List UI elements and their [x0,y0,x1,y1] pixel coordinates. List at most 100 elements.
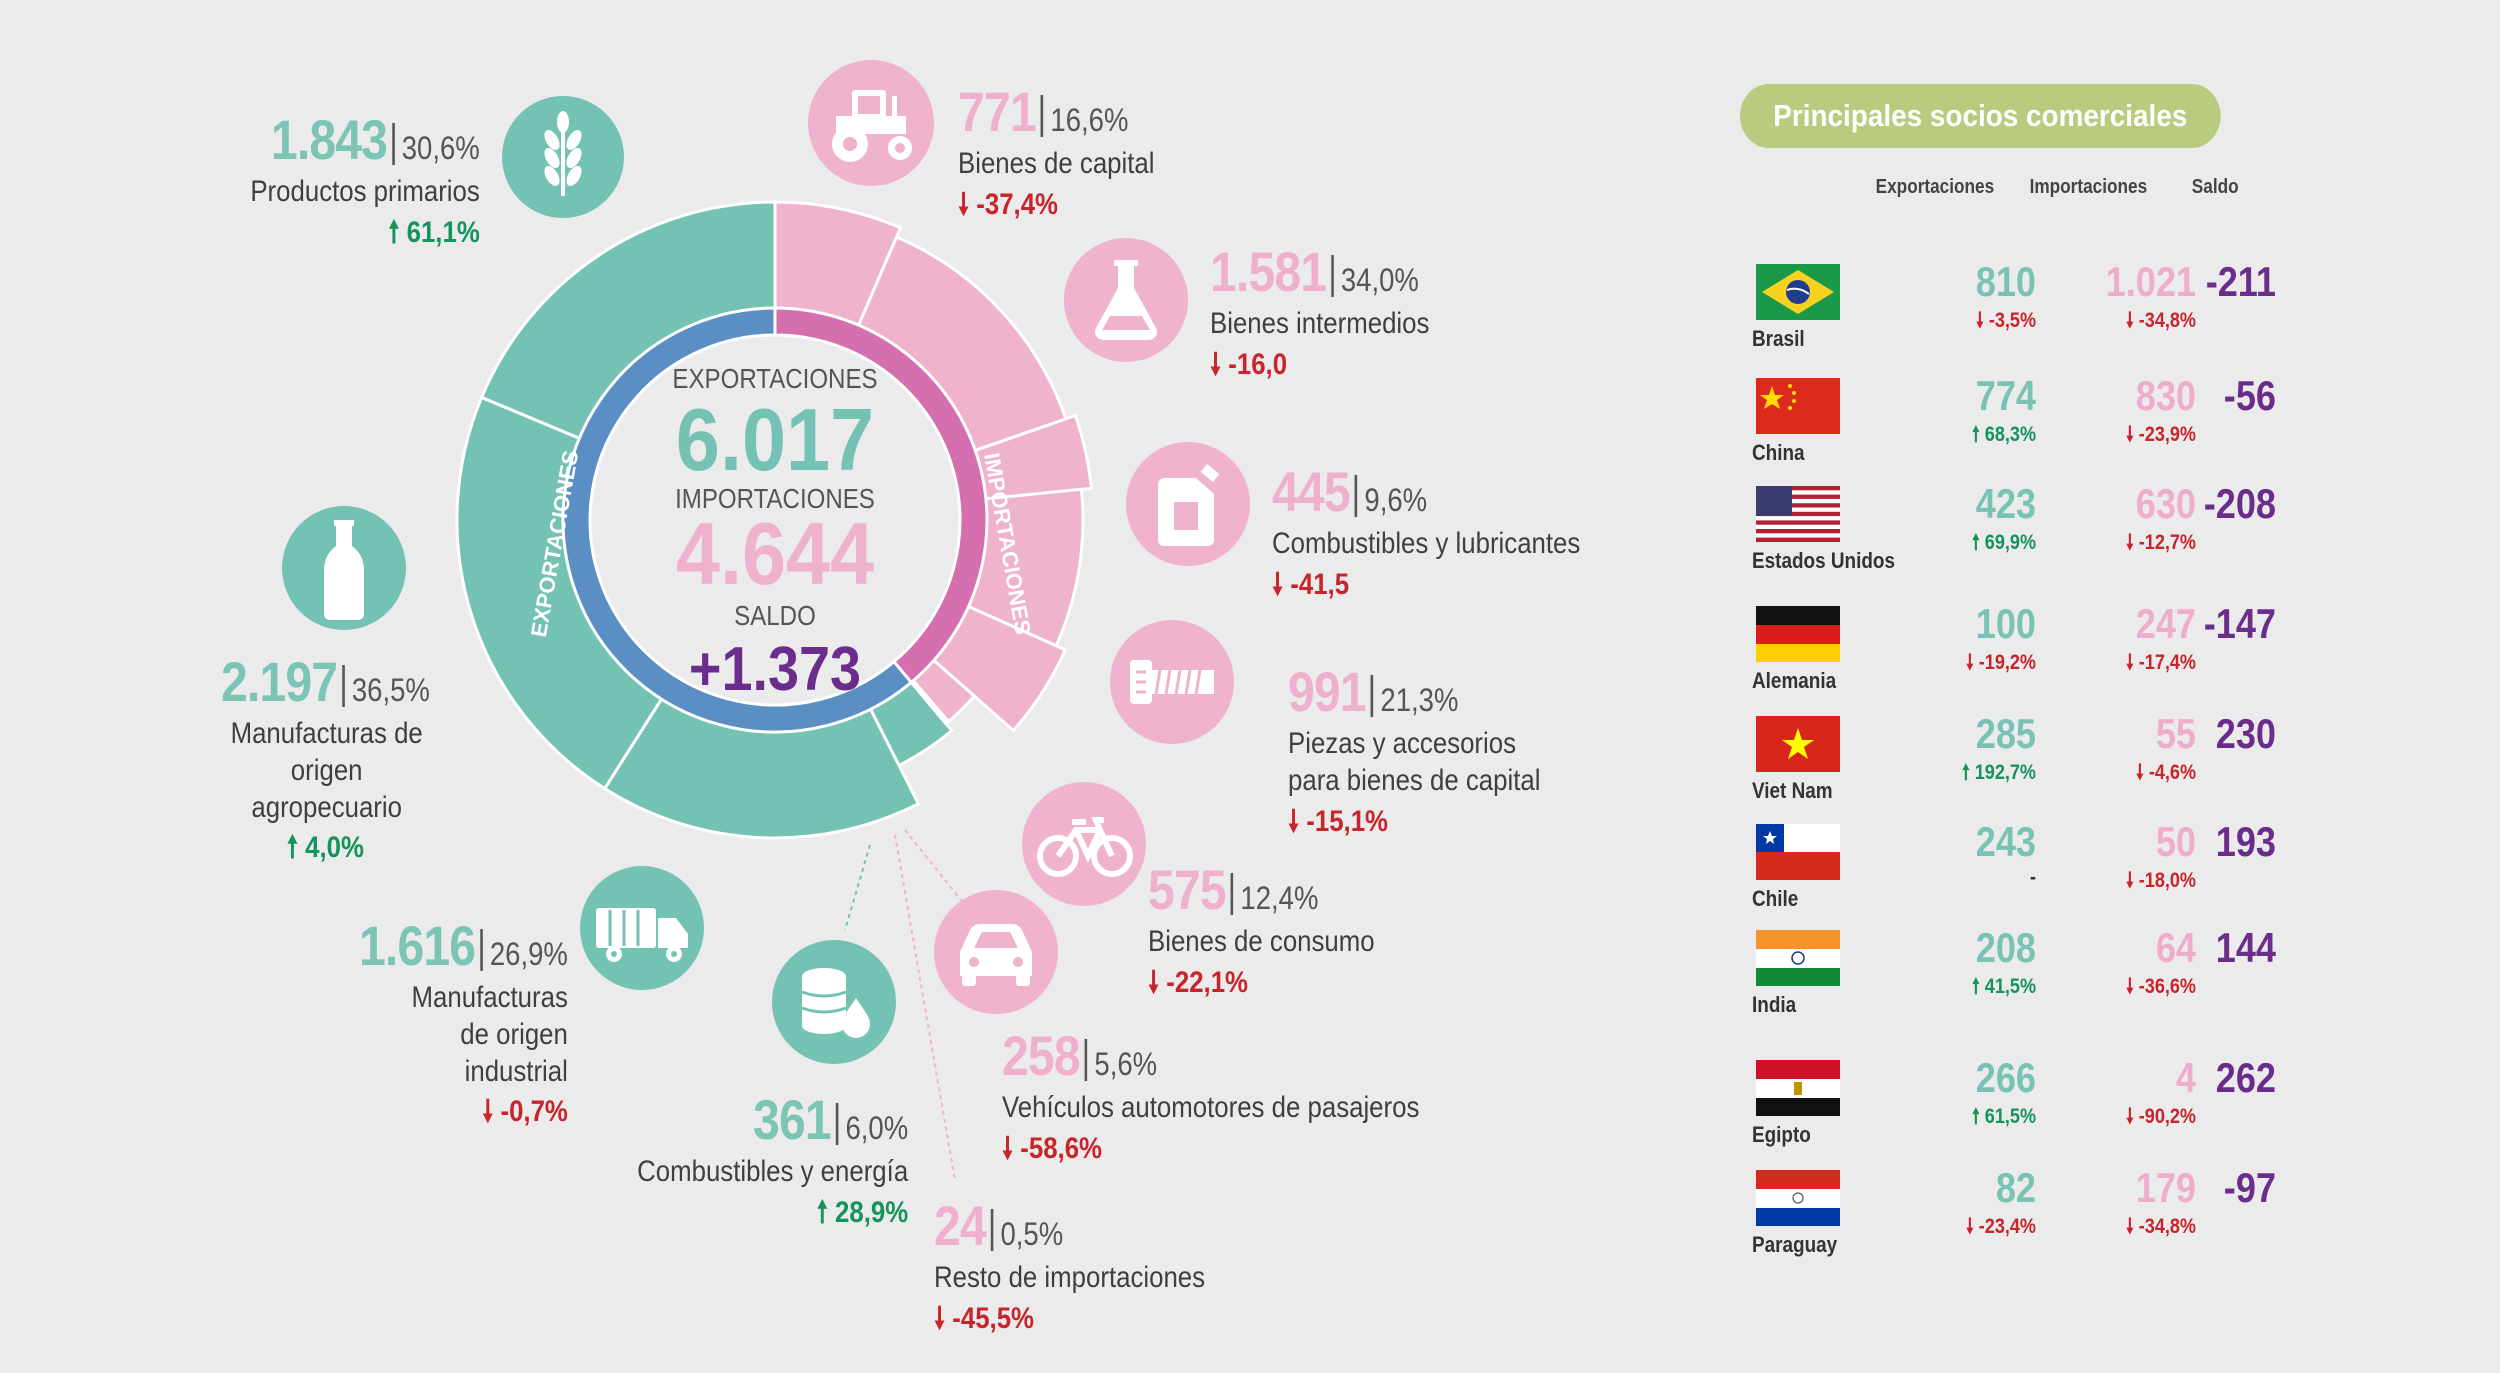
fuel-drop-icon [772,940,896,1064]
partners-title: Principales socios comerciales [1740,84,2221,148]
partner-country: Estados Unidos [1752,548,1895,573]
arrow-down-icon: 🠗 [1288,804,1300,838]
arrow-down-icon: 🠗 [1210,347,1222,381]
import-callout-intermediate: 1.581 34,0% Bienes intermedios 🠗 -16,0 [1210,240,1430,381]
india-flag [1756,930,1840,986]
partner-imports-change: 🠗 -18,0% [2126,869,2196,892]
partner-imports-value: 179 [2135,1164,2196,1211]
partner-exports-change: 🠕 61,5% [1972,1105,2036,1128]
partner-imports-change: 🠗 -34,8% [2126,309,2196,332]
partner-saldo-value: -147 [2203,600,2276,647]
center-saldo-value: +1.373 [689,635,861,703]
center-imports-label: IMPORTACIONES [675,482,875,514]
partner-row: Chile 243- 50 🠗 -18,0% 193 [1740,818,2280,934]
partner-row: Paraguay 82 🠗 -23,4% 179 🠗 -34,8% -97 [1740,1164,2280,1280]
bottle-icon [282,506,406,630]
partner-row: Estados Unidos 423 🠕 69,9% 630 🠗 -12,7% -208 [1740,480,2280,596]
flask-icon [1064,238,1188,362]
usa-flag [1756,486,1840,542]
germany-flag [1756,606,1840,662]
partner-exports-value: 208 [1975,924,2036,971]
partner-imports-value: 50 [2155,818,2196,865]
partner-exports-change: 🠕 69,9% [1972,531,2036,554]
partner-imports-value: 247 [2135,600,2196,647]
center-exports-label: EXPORTACIONES [672,362,877,394]
partner-imports-value: 55 [2155,710,2196,757]
partner-imports-value: 64 [2155,924,2196,971]
partner-exports-value: 810 [1975,258,2036,305]
partner-country: China [1752,440,1805,465]
partner-imports-value: 830 [2135,372,2196,419]
partner-exports-change: 🠕 41,5% [1972,975,2036,998]
partner-exports-change: 🠕 192,7% [1961,761,2036,784]
partner-row: Viet Nam 285 🠕 192,7% 55 🠗 -4,6% 230 [1740,710,2280,826]
paraguay-flag [1756,1170,1840,1226]
partner-imports-change: 🠗 -90,2% [2126,1105,2196,1128]
partner-saldo-value: -211 [2205,258,2276,305]
jerrycan-icon [1126,442,1250,566]
export-callout-fuels: 361 6,0% Combustibles y energía 🠕 28,9% [636,1088,908,1229]
partner-imports-change: 🠗 -34,8% [2126,1215,2196,1238]
col-header-imports: Importaciones [2029,176,2148,198]
partner-exports-value: 266 [1975,1054,2036,1101]
brazil-flag [1756,264,1840,320]
partner-country: India [1752,992,1797,1017]
egypt-flag [1756,1060,1840,1116]
partner-exports-change: 🠕 68,3% [1972,423,2036,446]
partner-imports-value: 4 [2175,1054,2196,1101]
center-imports-value: 4.644 [676,504,875,603]
partner-exports-change: 🠗 -23,4% [1966,1215,2036,1238]
leader-line-fuels-export [844,844,871,931]
export-callout-moa: 2.197 36,5% Manufacturas de origen agrope… [221,650,430,865]
arrow-down-icon: 🠗 [1272,567,1284,601]
partner-imports-change: 🠗 -17,4% [2126,651,2196,674]
partner-imports-change: 🠗 -23,9% [2126,423,2196,446]
partner-saldo-value: -97 [2223,1164,2276,1211]
partner-exports-value: 243 [1975,818,2036,865]
col-header-exports: Exportaciones [1875,176,1995,198]
ring-center [592,337,958,703]
partner-exports-change: - [2029,866,2036,889]
partner-exports-value: 100 [1975,600,2036,647]
center-exports-value: 6.017 [676,390,874,489]
col-header-saldo: Saldo [2191,176,2239,198]
partner-saldo-value: 262 [2215,1054,2276,1101]
import-callout-rest: 24 0,5% Resto de importaciones 🠗 -45,5% [934,1194,1206,1335]
partner-country: Paraguay [1752,1232,1838,1257]
car-icon [934,890,1058,1014]
partner-exports-value: 423 [1975,480,2036,527]
import-callout-cars: 258 5,6% Vehículos automotores de pasajer… [1002,1024,1420,1165]
partner-imports-value: 1.021 [2105,258,2196,305]
center-saldo-label: SALDO [734,599,816,631]
exports-inner-arc [561,306,914,734]
export-callout-primary: 1.843 30,6% Productos primarios 🠕 61,1% [250,108,480,249]
export-callout-moi: 1.616 26,9% Manufacturas de origen indust… [359,914,568,1129]
partner-imports-change: 🠗 -12,7% [2126,531,2196,554]
arrow-down-icon: 🠗 [1148,965,1160,999]
partner-exports-change: 🠗 -3,5% [1976,309,2036,332]
partner-exports-value: 82 [1995,1164,2036,1211]
partner-country: Alemania [1752,668,1837,693]
arrow-down-icon: 🠗 [1002,1131,1014,1165]
import-callout-capital: 771 16,6% Bienes de capital 🠗 -37,4% [958,80,1155,221]
partner-saldo-value: 193 [2215,818,2276,865]
arrow-up-icon: 🠕 [287,831,299,865]
partner-imports-change: 🠗 -4,6% [2136,761,2196,784]
partner-row: India 208 🠕 41,5% 64 🠗 -36,6% 144 [1740,924,2280,1040]
import-callout-consumer: 575 12,4% Bienes de consumo 🠗 -22,1% [1148,858,1375,999]
partner-row: Egipto 266 🠕 61,5% 4 🠗 -90,2% 262 [1740,1054,2280,1170]
partner-saldo-value: -56 [2223,372,2276,419]
screw-icon [1110,620,1234,744]
arrow-down-icon: 🠗 [934,1301,946,1335]
arrow-down-icon: 🠗 [958,187,970,221]
partner-country: Brasil [1752,326,1805,351]
partner-country: Chile [1752,886,1799,911]
bicycle-icon [1022,782,1146,906]
partner-exports-value: 774 [1975,372,2036,419]
partner-saldo-value: 230 [2215,710,2276,757]
truck-icon [580,866,704,990]
arrow-up-icon: 🠕 [388,215,400,249]
leader-line-rest-import [894,834,956,1181]
arrow-down-icon: 🠗 [482,1095,494,1129]
